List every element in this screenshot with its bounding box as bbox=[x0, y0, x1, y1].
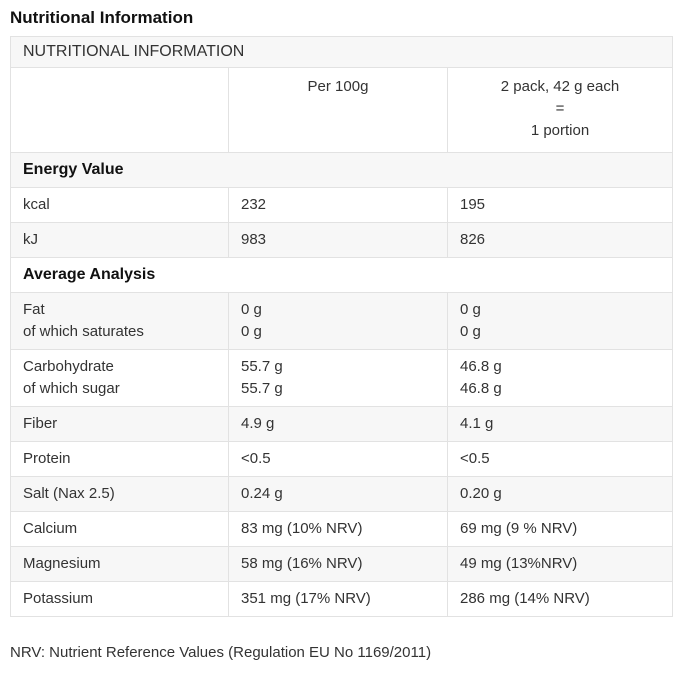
value-per-portion: 286 mg (14% NRV) bbox=[447, 581, 673, 618]
section-row-average-analysis: Average Analysis bbox=[10, 257, 673, 294]
nutrient-name: Calcium bbox=[10, 511, 229, 548]
value-per-portion: 0.20 g bbox=[447, 476, 673, 513]
table-row-protein: Protein <0.5 <0.5 bbox=[10, 441, 673, 478]
nrv-footnote: NRV: Nutrient Reference Values (Regulati… bbox=[10, 644, 432, 662]
value-per-100g: 983 bbox=[228, 222, 448, 259]
value-per-portion: 4.1 g bbox=[447, 406, 673, 443]
table-row-potassium: Potassium 351 mg (17% NRV) 286 mg (14% N… bbox=[10, 581, 673, 618]
portion-header-line: 2 pack, 42 g each bbox=[500, 78, 620, 96]
table-header-label: NUTRITIONAL INFORMATION bbox=[10, 36, 673, 69]
nutrient-name: Potassium bbox=[10, 581, 229, 618]
value-per-100g: 0.24 g bbox=[228, 476, 448, 513]
page-title: Nutritional Information bbox=[10, 8, 194, 27]
value-per-100g: 58 mg (16% NRV) bbox=[228, 546, 448, 583]
value-per-portion: 195 bbox=[447, 187, 673, 224]
nutrient-name: Fat of which saturates bbox=[10, 292, 229, 351]
value-per-portion: 0 g 0 g bbox=[447, 292, 673, 351]
value-per-portion: 69 mg (9 % NRV) bbox=[447, 511, 673, 548]
value-per-100g: <0.5 bbox=[228, 441, 448, 478]
nutrient-name: Protein bbox=[10, 441, 229, 478]
table-row-fiber: Fiber 4.9 g 4.1 g bbox=[10, 406, 673, 443]
nutrient-name: Magnesium bbox=[10, 546, 229, 583]
value-per-100g: 4.9 g bbox=[228, 406, 448, 443]
column-headers-row: Per 100g 2 pack, 42 g each = 1 portion bbox=[10, 67, 673, 154]
nutrition-table: NUTRITIONAL INFORMATION Per 100g 2 pack,… bbox=[10, 36, 673, 618]
value-per-portion: 826 bbox=[447, 222, 673, 259]
section-row-energy-value: Energy Value bbox=[10, 152, 673, 189]
section-header: Average Analysis bbox=[10, 257, 673, 294]
table-row-kj: kJ 983 826 bbox=[10, 222, 673, 259]
value-per-100g: 0 g 0 g bbox=[228, 292, 448, 351]
table-row-carbohydrate: Carbohydrate of which sugar 55.7 g 55.7 … bbox=[10, 349, 673, 408]
value-per-100g: 232 bbox=[228, 187, 448, 224]
value-per-100g: 83 mg (10% NRV) bbox=[228, 511, 448, 548]
value-per-100g: 351 mg (17% NRV) bbox=[228, 581, 448, 618]
nutrient-name: kcal bbox=[10, 187, 229, 224]
value-per-100g: 55.7 g 55.7 g bbox=[228, 349, 448, 408]
nutrient-name: Carbohydrate of which sugar bbox=[10, 349, 229, 408]
table-row-magnesium: Magnesium 58 mg (16% NRV) 49 mg (13%NRV) bbox=[10, 546, 673, 583]
table-row-salt: Salt (Nax 2.5) 0.24 g 0.20 g bbox=[10, 476, 673, 513]
portion-header-line: 1 portion bbox=[530, 122, 590, 140]
value-per-portion: 46.8 g 46.8 g bbox=[447, 349, 673, 408]
nutrient-name: Fiber bbox=[10, 406, 229, 443]
value-per-portion: <0.5 bbox=[447, 441, 673, 478]
value-per-portion: 49 mg (13%NRV) bbox=[447, 546, 673, 583]
section-header: Energy Value bbox=[10, 152, 673, 189]
column-header-per-100g: Per 100g bbox=[228, 67, 448, 154]
table-header-row: NUTRITIONAL INFORMATION bbox=[10, 36, 673, 69]
table-row-kcal: kcal 232 195 bbox=[10, 187, 673, 224]
portion-header-line: = bbox=[555, 100, 565, 118]
table-row-calcium: Calcium 83 mg (10% NRV) 69 mg (9 % NRV) bbox=[10, 511, 673, 548]
nutrient-name: Salt (Nax 2.5) bbox=[10, 476, 229, 513]
table-row-fat: Fat of which saturates 0 g 0 g 0 g 0 g bbox=[10, 292, 673, 351]
column-header-nutrient bbox=[10, 67, 229, 154]
nutrient-name: kJ bbox=[10, 222, 229, 259]
column-header-portion: 2 pack, 42 g each = 1 portion bbox=[447, 67, 673, 154]
